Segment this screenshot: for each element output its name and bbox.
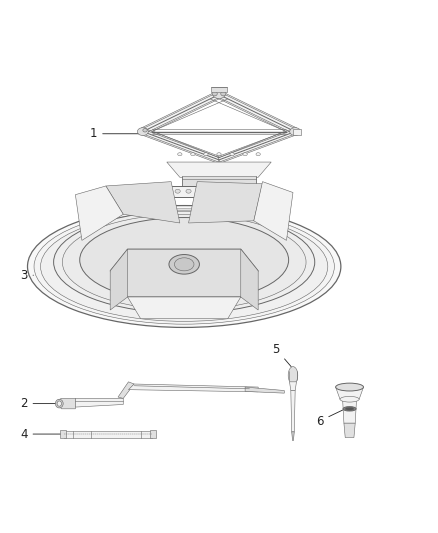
Ellipse shape: [28, 206, 341, 327]
Ellipse shape: [55, 399, 63, 408]
Ellipse shape: [258, 189, 263, 193]
Polygon shape: [118, 382, 134, 398]
Polygon shape: [75, 186, 123, 240]
Ellipse shape: [221, 92, 226, 96]
Text: 4: 4: [20, 427, 64, 441]
Polygon shape: [336, 387, 364, 399]
Polygon shape: [110, 249, 127, 310]
Polygon shape: [343, 399, 357, 423]
Polygon shape: [228, 186, 271, 197]
Ellipse shape: [345, 407, 354, 410]
Text: 5: 5: [272, 343, 291, 367]
Polygon shape: [167, 162, 271, 177]
Polygon shape: [290, 382, 297, 391]
Ellipse shape: [336, 383, 364, 391]
Ellipse shape: [290, 128, 300, 135]
Ellipse shape: [288, 367, 298, 384]
Ellipse shape: [34, 209, 334, 324]
Ellipse shape: [343, 407, 356, 411]
Polygon shape: [344, 423, 355, 438]
Text: 3: 3: [20, 269, 33, 282]
Ellipse shape: [174, 258, 194, 271]
Ellipse shape: [62, 214, 306, 310]
Polygon shape: [291, 391, 295, 432]
Ellipse shape: [230, 152, 234, 156]
Ellipse shape: [204, 152, 208, 156]
Polygon shape: [245, 387, 284, 393]
Ellipse shape: [247, 189, 252, 193]
Polygon shape: [188, 182, 262, 223]
Polygon shape: [64, 431, 152, 438]
Polygon shape: [106, 182, 180, 223]
Polygon shape: [182, 176, 256, 186]
Ellipse shape: [41, 212, 328, 321]
Text: 1: 1: [90, 127, 142, 140]
Ellipse shape: [57, 401, 61, 406]
Ellipse shape: [256, 152, 260, 156]
Ellipse shape: [178, 152, 182, 156]
Bar: [60, 430, 66, 439]
Text: 6: 6: [316, 410, 343, 427]
Ellipse shape: [53, 211, 315, 313]
Ellipse shape: [169, 255, 199, 274]
Ellipse shape: [191, 152, 195, 156]
Ellipse shape: [236, 189, 241, 193]
Ellipse shape: [212, 92, 217, 96]
Ellipse shape: [212, 89, 226, 99]
Bar: [150, 430, 156, 439]
Ellipse shape: [243, 152, 247, 156]
Ellipse shape: [143, 128, 147, 132]
Ellipse shape: [197, 189, 202, 193]
Polygon shape: [110, 249, 258, 297]
Ellipse shape: [80, 217, 289, 302]
Ellipse shape: [138, 128, 148, 135]
Bar: [211, 87, 227, 92]
Polygon shape: [141, 128, 220, 163]
Ellipse shape: [217, 152, 221, 156]
Polygon shape: [141, 91, 221, 135]
Polygon shape: [75, 398, 123, 407]
Polygon shape: [254, 182, 293, 240]
Bar: [293, 128, 301, 135]
Ellipse shape: [186, 189, 191, 193]
Polygon shape: [218, 128, 297, 163]
Polygon shape: [241, 249, 258, 310]
Ellipse shape: [175, 189, 180, 193]
Polygon shape: [167, 186, 210, 197]
Polygon shape: [58, 398, 75, 409]
Polygon shape: [217, 91, 297, 135]
Ellipse shape: [340, 397, 359, 402]
Polygon shape: [127, 297, 241, 319]
Text: 2: 2: [20, 397, 56, 410]
Polygon shape: [128, 384, 258, 392]
Polygon shape: [292, 432, 294, 441]
